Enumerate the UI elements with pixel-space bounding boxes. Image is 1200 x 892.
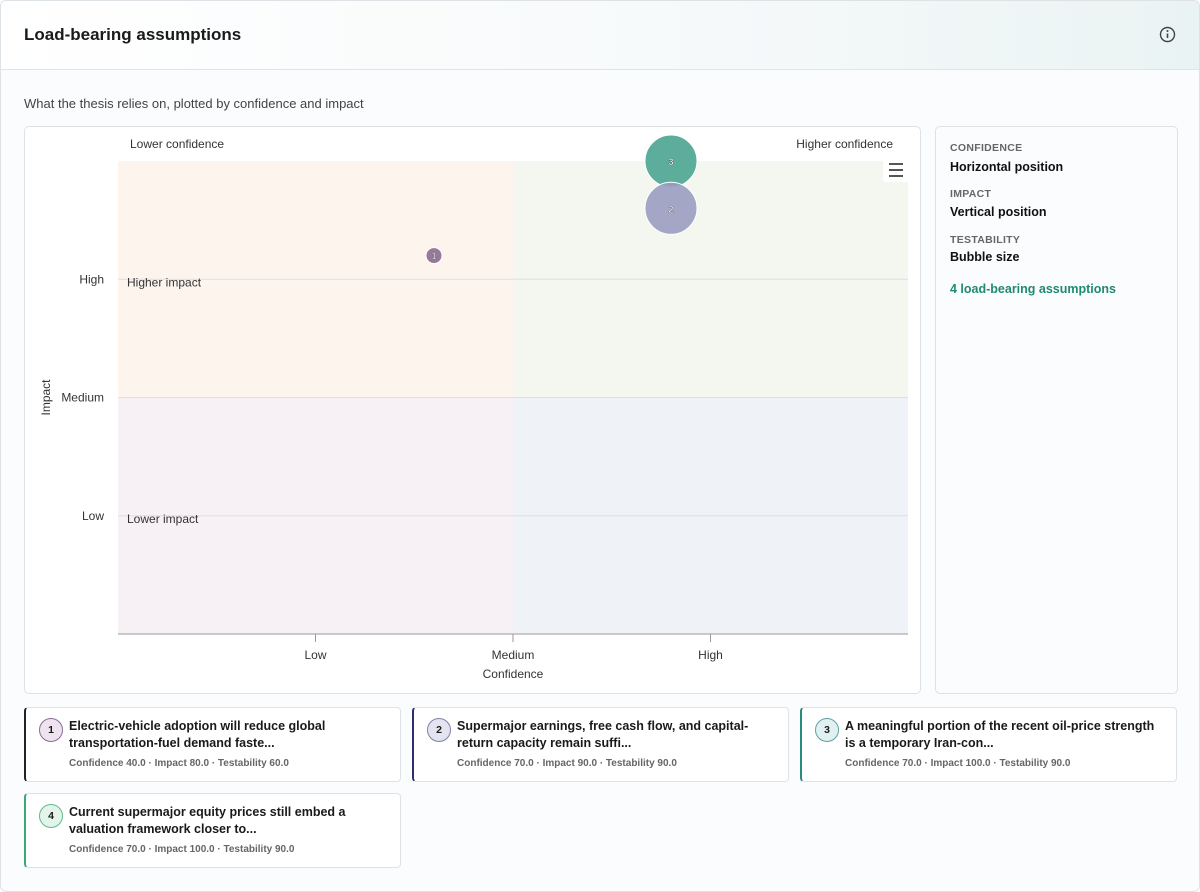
assumption-card[interactable]: 1 Electric-vehicle adoption will reduce g… bbox=[24, 707, 401, 782]
card-number: 2 bbox=[427, 718, 451, 742]
header: Load-bearing assumptions bbox=[1, 1, 1199, 70]
card-number: 4 bbox=[39, 804, 63, 828]
x-tick-label: High bbox=[698, 648, 723, 662]
card-number: 1 bbox=[39, 718, 63, 742]
bubble-group: 2 bbox=[644, 181, 698, 235]
x-tick-label: Low bbox=[304, 648, 326, 662]
subtitle: What the thesis relies on, plotted by co… bbox=[24, 96, 364, 111]
card-title: Electric-vehicle adoption will reduce gl… bbox=[69, 719, 326, 750]
legend-desc: Horizontal position bbox=[950, 160, 1064, 174]
assumption-card[interactable]: 2 Supermajor earnings, free cash flow, an… bbox=[412, 707, 789, 782]
card-meta: Confidence 70.0 · Impact 90.0 · Testabil… bbox=[457, 758, 677, 769]
bubble bbox=[425, 247, 443, 265]
count: 4 load-bearing assumptions bbox=[950, 282, 1117, 296]
x-axis-title: Confidence bbox=[483, 667, 544, 681]
quadrant-label: Lower impact bbox=[127, 512, 199, 526]
legend-desc: Bubble size bbox=[950, 250, 1020, 264]
legend-key: CONFIDENCE bbox=[950, 142, 1023, 154]
quadrant-label: Lower confidence bbox=[130, 137, 224, 151]
card-meta: Confidence 70.0 · Impact 100.0 · Testabi… bbox=[845, 758, 1071, 769]
bubble-group: 1 bbox=[425, 247, 443, 265]
card-title: Current supermajor equity prices still e… bbox=[69, 805, 346, 836]
card-meta: Confidence 40.0 · Impact 80.0 · Testabil… bbox=[69, 758, 289, 769]
chart-menu[interactable] bbox=[883, 158, 909, 182]
quadrant-label: Higher impact bbox=[127, 275, 202, 289]
card-title: Supermajor earnings, free cash flow, and… bbox=[457, 719, 749, 750]
chart: Low Medium High Low Medium High Confidence Impa… bbox=[39, 134, 909, 681]
legend-key: IMPACT bbox=[950, 188, 992, 200]
bubble-label: 2 bbox=[668, 204, 673, 214]
legend-panel: 4 load-bearing assumptions CONFIDENCE Hor… bbox=[935, 126, 1178, 694]
title: Load-bearing assumptions bbox=[24, 25, 242, 44]
y-tick-label: High bbox=[79, 272, 104, 286]
legend-desc: Vertical position bbox=[950, 205, 1047, 219]
quadrant-label: Higher confidence bbox=[796, 137, 893, 151]
legend-key: TESTABILITY bbox=[950, 234, 1021, 246]
x-tick-label: Medium bbox=[492, 648, 535, 662]
chart-card: Low Medium High Low Medium High Confidence Impa… bbox=[24, 126, 921, 694]
assumption-card[interactable]: 4 Current supermajor equity prices still … bbox=[24, 793, 401, 868]
y-axis-title: Impact bbox=[39, 379, 53, 416]
y-tick-label: Low bbox=[82, 509, 104, 523]
bubble-label: 1 bbox=[431, 251, 436, 261]
card-title: A meaningful portion of the recent oil-p… bbox=[845, 719, 1155, 750]
y-tick-label: Medium bbox=[61, 391, 104, 405]
card-meta: Confidence 70.0 · Impact 100.0 · Testabi… bbox=[69, 844, 295, 855]
bubble-label: 3 bbox=[668, 157, 673, 167]
bubble bbox=[644, 181, 698, 235]
info-icon[interactable] bbox=[1159, 26, 1176, 43]
bubble-group: 3 bbox=[644, 134, 698, 188]
card-number: 3 bbox=[815, 718, 839, 742]
